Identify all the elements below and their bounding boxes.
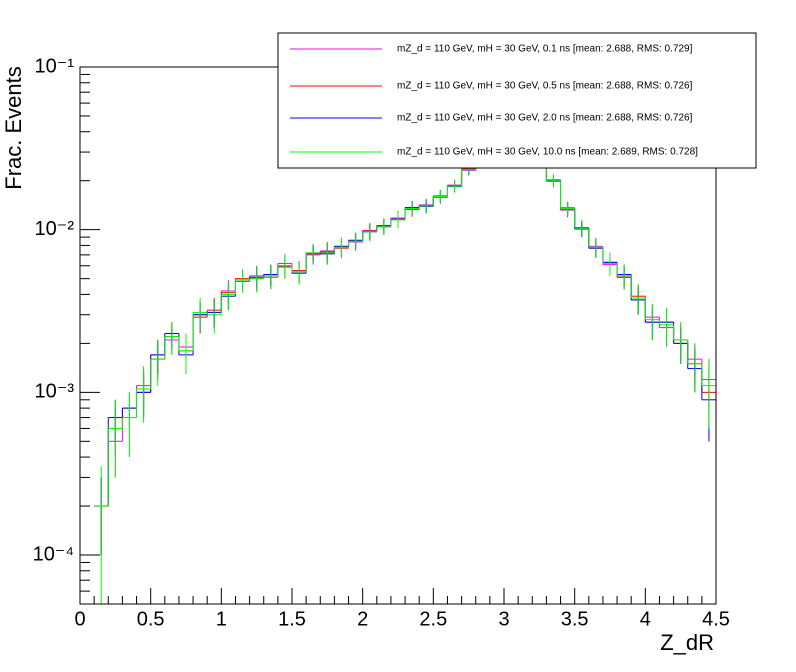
x-tick-label: 3 [498,608,509,630]
x-tick-label: 0 [74,608,85,630]
x-tick-label: 4 [640,608,651,630]
y-axis-label: Frac. Events [1,66,26,189]
y-tick-label: 10⁻⁴ [33,543,74,565]
x-tick-label: 2.5 [419,608,447,630]
legend-label: mZ_d = 110 GeV, mH = 30 GeV, 2.0 ns [mea… [397,113,693,124]
x-tick-label: 2 [357,608,368,630]
y-tick-label: 10⁻² [35,218,75,240]
x-tick-label: 4.5 [702,608,730,630]
x-tick-label: 0.5 [137,608,165,630]
legend-box [277,32,757,169]
x-axis-label: Z_dR [660,630,714,655]
legend-label: mZ_d = 110 GeV, mH = 30 GeV, 10.0 ns [me… [397,147,698,158]
x-tick-label: 1 [216,608,227,630]
y-tick-label: 10⁻¹ [35,55,75,77]
legend-label: mZ_d = 110 GeV, mH = 30 GeV, 0.1 ns [mea… [397,44,693,55]
x-tick-label: 3.5 [561,608,589,630]
legend-label: mZ_d = 110 GeV, mH = 30 GeV, 0.5 ns [mea… [397,81,693,92]
y-tick-label: 10⁻³ [35,381,75,403]
x-tick-label: 1.5 [278,608,306,630]
